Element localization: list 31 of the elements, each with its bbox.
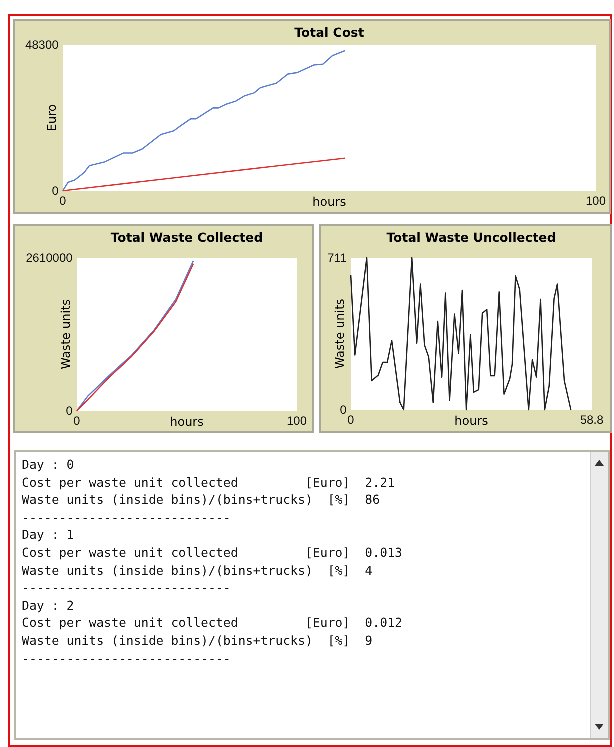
text: Day : 1 [22,526,76,544]
x-tick-label: 58.8 [580,412,604,427]
x-axis-title: hours [454,414,488,428]
text: ---------------------------- [22,650,232,668]
text: Waste units (inside bins)/(bins+trucks) [%] 86 [22,491,382,509]
text: Cost per waste unit collected [Euro] 0.013 [22,544,402,562]
y-tick-label: 0 [52,184,60,198]
x-tick-label: 100 [586,194,606,208]
y-tick-label: 711 [328,250,348,265]
line-series [62,158,346,192]
x-axis-title: hours [170,415,204,429]
text: Waste units (inside bins)/(bins+trucks) [%] 9 [22,632,374,650]
chart-title: Total Waste Collected [110,230,264,245]
chart-title: Total Waste Uncollected [386,230,556,245]
text: Waste units (inside bins)/(bins+trucks) [%] 4 [22,562,374,580]
text: Cost per waste unit collected [Euro] 0.012 [22,614,402,632]
chart-title: Total Cost [294,25,364,40]
text: ---------------------------- [22,508,232,526]
line-series [62,50,346,192]
text: Cost per waste unit collected [Euro] 2.21 [22,474,396,492]
y-tick-label: 48300 [25,38,60,52]
y-axis-title: Waste units [333,298,347,370]
x-axis-title: hours [312,195,346,209]
text: Day : 2 [22,596,76,614]
y-axis-title: Euro [45,104,59,132]
text: ---------------------------- [22,579,232,597]
x-tick-label: 100 [286,414,308,428]
text: Day : 0 [22,456,76,474]
line-series [350,257,572,411]
y-axis-title: Waste units [59,299,73,370]
y-tick-label: 2610000 [26,250,74,265]
